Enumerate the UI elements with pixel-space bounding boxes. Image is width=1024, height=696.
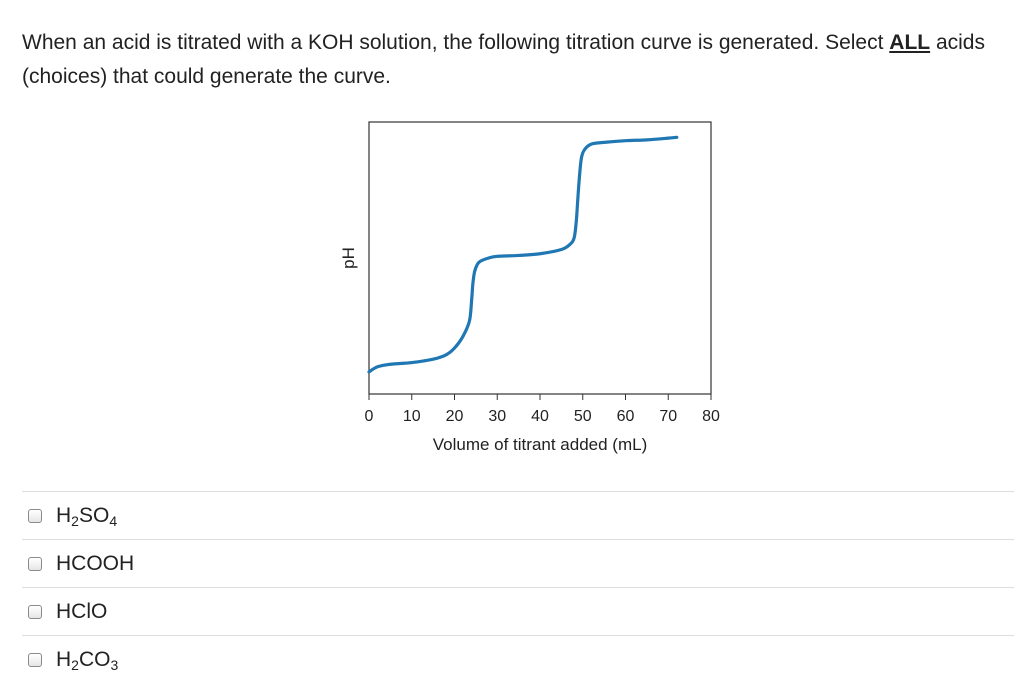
x-tick-label: 70 <box>659 408 677 425</box>
x-tick-label: 20 <box>446 408 464 425</box>
question-emphasis: ALL <box>889 31 931 54</box>
x-tick-label: 40 <box>531 408 549 425</box>
x-ticks: 0 10 20 30 40 50 60 70 80 <box>365 394 720 425</box>
x-tick-label: 0 <box>365 408 374 425</box>
question-text-end: acids (choices) that could generate the … <box>22 31 985 88</box>
choice-checkbox[interactable] <box>28 556 42 571</box>
choice-hclo[interactable]: HClO <box>22 587 1014 635</box>
choice-hcooh[interactable]: HCOOH <box>22 539 1014 587</box>
titration-chart-svg: 0 10 20 30 40 50 60 70 80 pH Volume of titrant a… <box>339 121 720 454</box>
x-tick-label: 10 <box>403 408 421 425</box>
choice-checkbox[interactable] <box>28 604 42 619</box>
x-tick-label: 30 <box>488 408 506 425</box>
choice-h2co3[interactable]: H2CO3 <box>22 635 1014 683</box>
question-text-start: When an acid is titrated with a KOH solu… <box>22 31 890 54</box>
answer-choices: H2SO4 HCOOH HClO H2CO3 <box>22 491 1014 683</box>
choice-checkbox[interactable] <box>28 508 42 523</box>
y-axis-label: pH <box>339 247 358 269</box>
choice-label: HCOOH <box>56 551 135 575</box>
x-tick-label: 80 <box>702 408 720 425</box>
question-text: When an acid is titrated with a KOH solu… <box>22 26 1012 94</box>
choice-h2so4[interactable]: H2SO4 <box>22 491 1014 539</box>
titration-curve <box>367 135 679 374</box>
choice-label: H2SO4 <box>56 503 118 529</box>
titration-chart: 0 10 20 30 40 50 60 70 80 pH Volume of titrant a… <box>330 110 750 470</box>
plot-frame <box>368 121 712 395</box>
x-axis-label: Volume of titrant added (mL) <box>433 435 648 454</box>
choice-label: HClO <box>56 599 108 623</box>
x-tick-label: 50 <box>574 408 592 425</box>
x-tick-label: 60 <box>617 408 635 425</box>
choice-label: H2CO3 <box>56 647 119 673</box>
choice-checkbox[interactable] <box>28 652 42 667</box>
